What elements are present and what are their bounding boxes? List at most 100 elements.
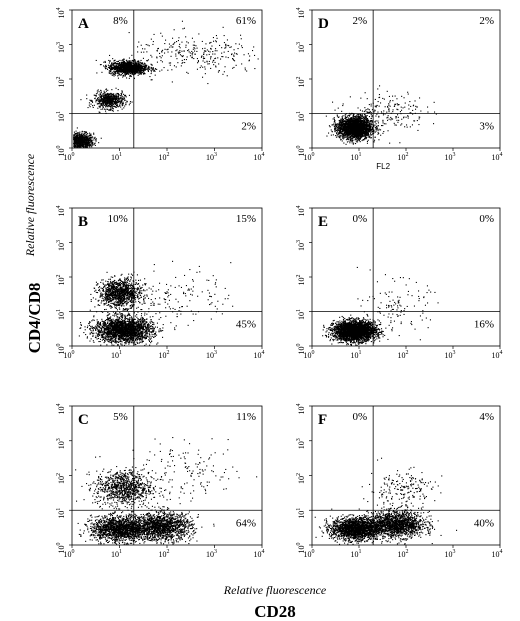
event-point (86, 327, 88, 329)
event-point (112, 104, 114, 106)
event-point (76, 144, 78, 146)
event-point (96, 72, 98, 74)
event-point (80, 99, 82, 101)
event-point (108, 94, 110, 96)
event-point (74, 137, 76, 139)
event-point (79, 144, 81, 146)
event-point (124, 64, 126, 66)
event-point (88, 140, 90, 142)
event-point (148, 297, 150, 299)
event-point (120, 297, 122, 299)
event-point (89, 144, 91, 146)
event-point (107, 68, 109, 70)
event-point (84, 146, 86, 148)
event-point (230, 46, 232, 48)
event-point (156, 61, 158, 63)
event-point (82, 136, 84, 138)
event-point (134, 72, 136, 74)
event-point (91, 100, 93, 102)
event-point (126, 285, 128, 287)
event-point (85, 135, 87, 137)
event-point (101, 93, 103, 95)
event-point (80, 141, 82, 143)
event-point (75, 139, 77, 141)
event-point (109, 103, 111, 105)
event-point (215, 35, 217, 37)
event-point (119, 281, 121, 283)
event-point (114, 99, 116, 101)
event-point (123, 98, 125, 100)
event-point (117, 75, 119, 77)
event-point (118, 300, 120, 302)
event-point (103, 96, 105, 98)
event-point (146, 294, 148, 296)
event-point (95, 281, 97, 283)
event-point (87, 143, 89, 145)
event-point (131, 62, 133, 64)
event-point (215, 48, 217, 50)
event-point (93, 133, 95, 135)
event-point (130, 62, 132, 64)
event-point (173, 29, 175, 31)
event-point (93, 94, 95, 96)
event-point (98, 142, 100, 144)
event-point (100, 287, 102, 289)
event-point (76, 132, 78, 134)
event-point (137, 287, 139, 289)
event-point (118, 341, 120, 343)
event-point (98, 91, 100, 93)
event-point (75, 137, 77, 139)
event-point (81, 136, 83, 138)
event-point (125, 278, 127, 280)
event-point (114, 95, 116, 97)
event-point (89, 132, 91, 134)
event-point (183, 50, 185, 52)
event-point (95, 59, 97, 61)
event-point (93, 132, 95, 134)
event-point (137, 60, 139, 62)
event-point (110, 99, 112, 101)
event-point (104, 66, 106, 68)
event-point (106, 99, 108, 101)
event-point (110, 94, 112, 96)
event-point (189, 55, 191, 57)
event-point (117, 101, 119, 103)
event-point (140, 59, 142, 61)
event-point (126, 289, 128, 291)
event-point (135, 282, 137, 284)
event-point (115, 301, 117, 303)
event-point (129, 74, 131, 76)
event-point (85, 132, 87, 134)
event-point (110, 289, 112, 291)
event-point (105, 95, 107, 97)
event-point (89, 145, 91, 147)
event-point (77, 143, 79, 145)
event-point (120, 72, 122, 74)
event-point (77, 142, 79, 144)
event-point (137, 46, 139, 48)
event-point (202, 58, 204, 60)
event-point (111, 98, 113, 100)
event-point (244, 67, 246, 69)
event-point (109, 97, 111, 99)
event-point (92, 340, 94, 342)
event-point (131, 73, 133, 75)
event-point (78, 133, 80, 135)
event-point (126, 64, 128, 66)
event-point (89, 324, 91, 326)
event-point (80, 145, 82, 147)
event-point (75, 145, 77, 147)
event-point (181, 50, 183, 52)
event-point (107, 284, 109, 286)
event-point (122, 284, 124, 286)
event-point (135, 301, 137, 303)
quadrant-upper-right-pct: 61% (236, 15, 256, 27)
event-point (139, 66, 141, 68)
event-point (103, 95, 105, 97)
event-point (143, 331, 145, 333)
event-point (98, 105, 100, 107)
event-point (172, 43, 174, 45)
event-point (207, 83, 209, 85)
event-point (188, 49, 190, 51)
